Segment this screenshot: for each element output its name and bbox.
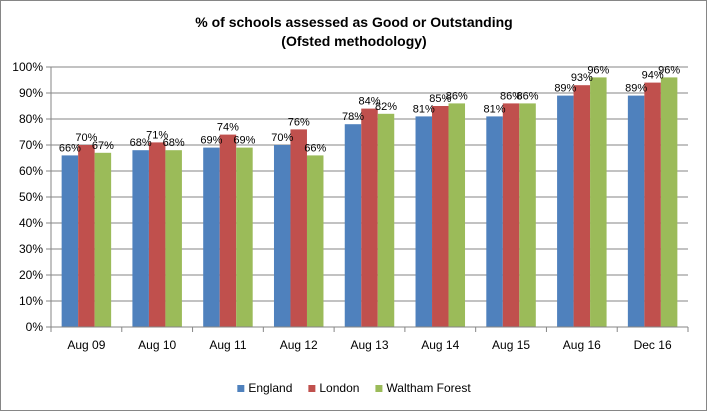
y-tick-label: 90% bbox=[19, 86, 43, 100]
y-tick-label: 60% bbox=[19, 164, 43, 178]
data-label: 66% bbox=[59, 142, 81, 154]
x-tick-label: Aug 12 bbox=[280, 338, 318, 352]
data-label: 81% bbox=[413, 103, 435, 115]
bar bbox=[236, 147, 253, 327]
data-label: 69% bbox=[200, 135, 222, 147]
data-label: 85% bbox=[429, 93, 451, 105]
bar bbox=[273, 145, 291, 327]
bar bbox=[644, 82, 661, 327]
legend-label: England bbox=[248, 381, 292, 395]
bar bbox=[627, 95, 645, 327]
legend-swatch bbox=[375, 385, 383, 392]
bar bbox=[148, 142, 166, 327]
data-label: 70% bbox=[75, 132, 97, 144]
bar bbox=[590, 77, 607, 328]
x-tick-label: Aug 14 bbox=[421, 338, 459, 352]
axes bbox=[50, 67, 688, 328]
data-label: 89% bbox=[554, 83, 576, 95]
data-label: 94% bbox=[642, 70, 664, 82]
bar bbox=[165, 150, 182, 327]
chart-subtitle: (Ofsted methodology) bbox=[281, 33, 426, 49]
x-tick-label: Aug 09 bbox=[67, 338, 105, 352]
data-label: 70% bbox=[271, 132, 293, 144]
legend-item: Waltham Forest bbox=[375, 381, 471, 395]
bar bbox=[486, 116, 503, 328]
legend-label: London bbox=[319, 381, 359, 395]
bar bbox=[432, 106, 449, 327]
data-label: 86% bbox=[446, 90, 468, 102]
data-labels: 66%70%67% 68%71%68% 69%74%69% 70%76%66%78%8… bbox=[59, 64, 680, 154]
y-tick-label: 100% bbox=[12, 60, 43, 74]
bar bbox=[557, 95, 574, 327]
x-tick-label: Aug 11 bbox=[209, 338, 246, 352]
legend-item: England bbox=[237, 381, 292, 395]
bar bbox=[660, 77, 678, 328]
bar bbox=[306, 155, 324, 327]
data-label: 68% bbox=[163, 137, 185, 149]
bar bbox=[415, 116, 433, 328]
legend-label: Waltham Forest bbox=[386, 381, 471, 395]
y-tick-label: 40% bbox=[19, 216, 43, 230]
bar bbox=[377, 113, 395, 327]
legend: England London Waltham Forest bbox=[237, 381, 471, 395]
data-label: 96% bbox=[658, 64, 680, 76]
data-label: 96% bbox=[587, 64, 609, 76]
data-label: 71% bbox=[146, 129, 168, 141]
x-tick-label: Dec 16 bbox=[634, 338, 672, 352]
y-tick-label: 10% bbox=[19, 294, 43, 308]
data-label: 89% bbox=[625, 83, 647, 95]
data-label: 76% bbox=[288, 116, 310, 128]
chart-title: % of schools assessed as Good or Outstan… bbox=[195, 14, 512, 30]
bar bbox=[361, 108, 378, 327]
bar bbox=[448, 103, 466, 328]
y-tick-label: 30% bbox=[19, 242, 43, 256]
y-axis-ticks: 0% 10% 20% 30% 40% 50% 60% 70% 80% 90% 100% bbox=[12, 60, 51, 334]
bar bbox=[290, 129, 307, 327]
y-tick-label: 70% bbox=[19, 138, 43, 152]
data-label: 84% bbox=[358, 96, 380, 108]
x-tick-label: Aug 15 bbox=[492, 338, 530, 352]
bar bbox=[573, 85, 591, 327]
data-label: 81% bbox=[484, 103, 506, 115]
y-tick-label: 0% bbox=[26, 320, 44, 334]
bar bbox=[94, 152, 112, 327]
data-label: 82% bbox=[375, 101, 397, 113]
data-label: 86% bbox=[517, 90, 539, 102]
data-label: 74% bbox=[217, 122, 239, 134]
data-label: 67% bbox=[92, 140, 114, 152]
data-label: 93% bbox=[571, 72, 593, 84]
x-tick-label: Aug 13 bbox=[350, 338, 388, 352]
data-label: 68% bbox=[130, 137, 152, 149]
legend-item: London bbox=[308, 381, 359, 395]
x-tick-label: Aug 10 bbox=[138, 338, 176, 352]
data-label: 66% bbox=[304, 142, 326, 154]
data-label: 69% bbox=[233, 135, 255, 147]
bar bbox=[519, 103, 536, 328]
x-axis-ticks: Aug 09 Aug 10 Aug 11 Aug 12 Aug 13 Aug 14 Aug … bbox=[50, 327, 689, 352]
bar bbox=[61, 155, 79, 327]
legend-swatch bbox=[237, 385, 245, 392]
bar bbox=[502, 103, 520, 328]
data-label: 86% bbox=[500, 90, 522, 102]
bar bbox=[132, 150, 149, 327]
bars bbox=[61, 77, 678, 328]
bar bbox=[203, 147, 220, 327]
bar bbox=[78, 145, 95, 327]
y-tick-label: 20% bbox=[19, 268, 43, 282]
legend-swatch bbox=[308, 385, 316, 392]
y-tick-label: 80% bbox=[19, 112, 43, 126]
bar bbox=[219, 134, 237, 327]
data-label: 78% bbox=[342, 111, 364, 123]
x-tick-label: Aug 16 bbox=[563, 338, 601, 352]
y-tick-label: 50% bbox=[19, 190, 43, 204]
bar bbox=[344, 124, 362, 327]
